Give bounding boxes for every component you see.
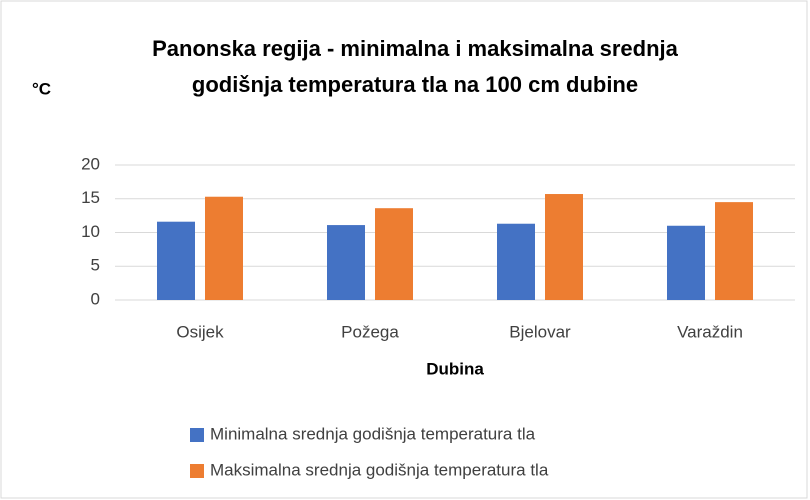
bar: [375, 208, 413, 300]
bar: [715, 202, 753, 300]
y-tick-label: 10: [81, 222, 100, 241]
y-axis-label: °C: [32, 79, 51, 98]
legend-label: Maksimalna srednja godišnja temperatura …: [210, 460, 549, 479]
legend-swatch: [190, 428, 204, 442]
y-tick-label: 5: [91, 256, 100, 275]
y-tick-label: 0: [91, 289, 100, 308]
bar: [667, 225, 705, 300]
y-tick-label: 15: [81, 188, 100, 207]
bar: [157, 221, 195, 300]
legend-label: Minimalna srednja godišnja temperatura t…: [210, 424, 536, 443]
x-tick-label: Požega: [341, 322, 399, 341]
bar: [205, 196, 243, 300]
x-axis-label: Dubina: [426, 359, 484, 378]
x-tick-label: Varaždin: [677, 322, 743, 341]
y-tick-label: 20: [81, 154, 100, 173]
x-tick-label: Bjelovar: [509, 322, 571, 341]
chart-title: godišnja temperatura tla na 100 cm dubin…: [192, 72, 638, 97]
bar: [545, 194, 583, 300]
chart-title: Panonska regija - minimalna i maksimalna…: [152, 36, 679, 61]
legend-swatch: [190, 464, 204, 478]
bar: [327, 225, 365, 300]
bar: [497, 223, 535, 300]
x-tick-label: Osijek: [176, 322, 224, 341]
